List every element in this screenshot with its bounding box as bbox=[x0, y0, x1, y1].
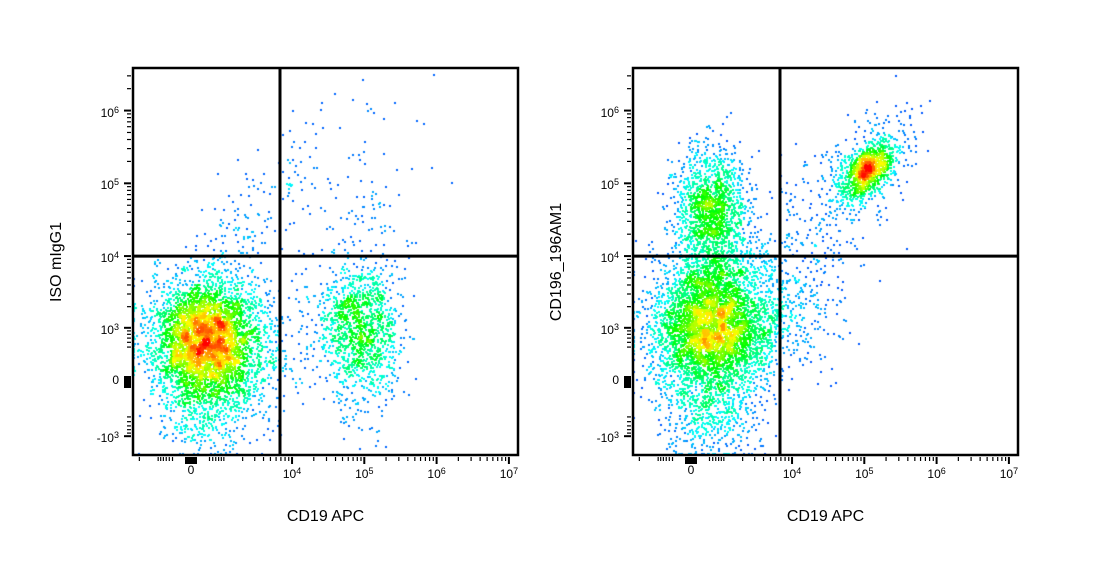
x-tick-label: 0 bbox=[187, 463, 195, 477]
x-tick-label: 107 bbox=[499, 466, 519, 481]
y-tick-label: 104 bbox=[600, 250, 619, 266]
scatter-density-canvas bbox=[133, 68, 518, 455]
x-axis-title: CD19 APC bbox=[786, 508, 865, 525]
y-tick-label: 105 bbox=[100, 177, 119, 193]
x-tick-label: 106 bbox=[927, 466, 946, 481]
y-tick-label: -103 bbox=[96, 430, 119, 446]
y-tick-label: 0 bbox=[612, 373, 619, 387]
y-tick-label: 0 bbox=[112, 373, 119, 387]
flow-panel-isotype: ISO mIgG1 106 105 104 103 0 -103 0 104 105 106 107… bbox=[48, 66, 520, 525]
x-axis-title: CD19 APC bbox=[286, 508, 365, 525]
y-tick-label: 103 bbox=[600, 321, 619, 337]
x-tick-label: 104 bbox=[282, 466, 302, 481]
flow-panel-cd196: CD196_196AM1 106 105 104 103 0 -103 0 104 105 106… bbox=[548, 66, 1020, 525]
x-tick-label: 0 bbox=[687, 463, 695, 477]
y-tick-label: 106 bbox=[600, 104, 619, 120]
x-tick-label: 105 bbox=[855, 466, 874, 481]
y-tick-label: 106 bbox=[100, 104, 119, 120]
x-tick-label: 104 bbox=[782, 466, 802, 481]
x-tick-label: 107 bbox=[999, 466, 1019, 481]
y-axis-title: CD196_196AM1 bbox=[548, 202, 565, 322]
y-axis-title: ISO mIgG1 bbox=[48, 221, 65, 303]
x-tick-label: 105 bbox=[355, 466, 374, 481]
scatter-density-canvas bbox=[633, 68, 1018, 455]
y-tick-label: 105 bbox=[600, 177, 619, 193]
x-tick-label: 106 bbox=[427, 466, 446, 481]
y-tick-label: 104 bbox=[100, 250, 119, 266]
y-tick-label: -103 bbox=[596, 430, 619, 446]
y-tick-label: 103 bbox=[100, 321, 119, 337]
